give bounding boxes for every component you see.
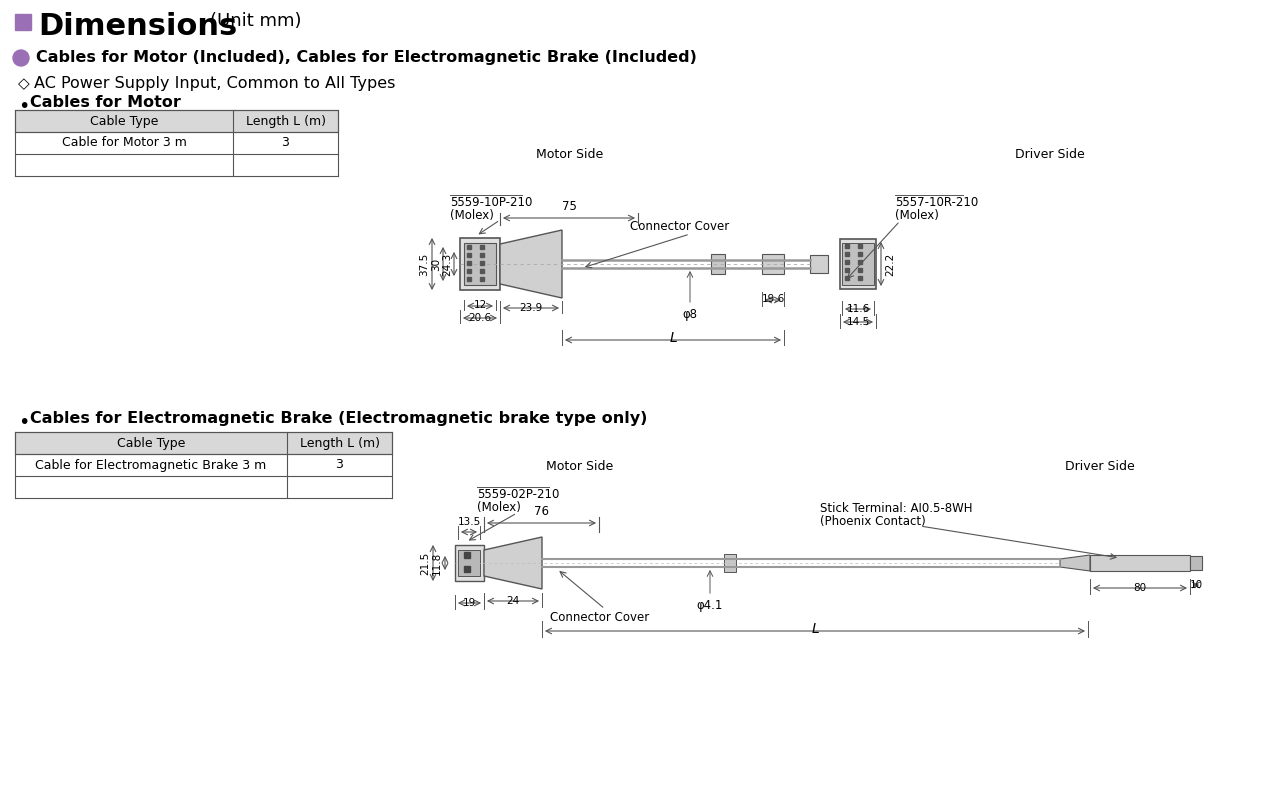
Bar (460, 238, 500, 290)
Text: 37.5: 37.5 (419, 252, 429, 276)
Bar (15, 432, 392, 454)
Text: Cables for Electromagnetic Brake (Electromagnetic brake type only): Cables for Electromagnetic Brake (Electr… (29, 411, 648, 426)
Text: Cables for Motor: Cables for Motor (29, 95, 180, 110)
Text: (Molex): (Molex) (895, 209, 938, 222)
Text: 11.6: 11.6 (846, 304, 869, 314)
Bar (1091, 555, 1190, 571)
Text: 3: 3 (282, 137, 289, 149)
Text: Cables for Motor (Included), Cables for Electromagnetic Brake (Included): Cables for Motor (Included), Cables for … (36, 50, 696, 65)
Text: Stick Terminal: AI0.5-8WH: Stick Terminal: AI0.5-8WH (820, 502, 973, 515)
Text: 80: 80 (1133, 583, 1147, 593)
Text: 13.5: 13.5 (457, 517, 480, 527)
Text: L: L (812, 622, 819, 636)
Text: 30: 30 (431, 258, 442, 270)
Text: •: • (18, 97, 29, 116)
Text: Length L (m): Length L (m) (300, 436, 379, 449)
Bar (724, 554, 736, 572)
Bar (458, 550, 480, 576)
Text: 3: 3 (335, 459, 343, 471)
Text: Connector Cover: Connector Cover (550, 611, 649, 624)
Bar (454, 545, 484, 581)
Bar (15, 110, 338, 132)
Text: ◇: ◇ (18, 76, 29, 91)
Text: Dimensions: Dimensions (38, 12, 237, 41)
Text: L: L (669, 331, 677, 345)
Bar (840, 239, 876, 289)
Text: Driver Side: Driver Side (1015, 148, 1085, 161)
Text: Cable Type: Cable Type (90, 114, 159, 127)
Circle shape (13, 50, 29, 66)
Text: Cable for Motor 3 m: Cable for Motor 3 m (61, 137, 187, 149)
Text: 12: 12 (474, 300, 486, 310)
Text: (Molex): (Molex) (477, 501, 521, 514)
Text: 22.2: 22.2 (884, 252, 895, 276)
Text: 10: 10 (1189, 580, 1203, 590)
Polygon shape (484, 537, 541, 589)
Text: Cable Type: Cable Type (116, 436, 186, 449)
Text: Cable for Electromagnetic Brake 3 m: Cable for Electromagnetic Brake 3 m (36, 459, 266, 471)
Text: AC Power Supply Input, Common to All Types: AC Power Supply Input, Common to All Typ… (35, 76, 396, 91)
Text: 20.6: 20.6 (468, 313, 492, 323)
Text: φ8: φ8 (682, 308, 698, 321)
Text: Length L (m): Length L (m) (246, 114, 325, 127)
Text: (Molex): (Molex) (451, 209, 494, 222)
Text: 19.6: 19.6 (762, 294, 785, 304)
Text: 19: 19 (463, 598, 476, 608)
Text: 76: 76 (534, 505, 549, 518)
Text: 11.8: 11.8 (433, 552, 442, 575)
Bar (842, 243, 874, 285)
Text: Driver Side: Driver Side (1065, 460, 1135, 473)
Bar (762, 254, 783, 274)
Bar (1190, 556, 1202, 570)
Bar (710, 254, 724, 274)
Text: φ4.1: φ4.1 (696, 599, 723, 612)
Text: 5559-10P-210: 5559-10P-210 (451, 196, 532, 209)
Text: 75: 75 (562, 200, 576, 213)
Text: Motor Side: Motor Side (547, 460, 613, 473)
Polygon shape (1060, 555, 1091, 571)
Text: Connector Cover: Connector Cover (630, 220, 730, 233)
Text: 5557-10R-210: 5557-10R-210 (895, 196, 978, 209)
Bar (15, 14, 31, 30)
Text: •: • (18, 413, 29, 432)
Text: Motor Side: Motor Side (536, 148, 604, 161)
Bar (810, 255, 828, 273)
Text: 5559-02P-210: 5559-02P-210 (477, 488, 559, 501)
Polygon shape (500, 230, 562, 298)
Text: 14.5: 14.5 (846, 317, 869, 327)
Text: 24.3: 24.3 (442, 252, 452, 276)
Text: 24: 24 (507, 596, 520, 606)
Text: (Phoenix Contact): (Phoenix Contact) (820, 515, 925, 528)
Text: 21.5: 21.5 (420, 552, 430, 575)
Text: 23.9: 23.9 (520, 303, 543, 313)
Bar (465, 243, 497, 285)
Text: (Unit mm): (Unit mm) (210, 12, 302, 30)
